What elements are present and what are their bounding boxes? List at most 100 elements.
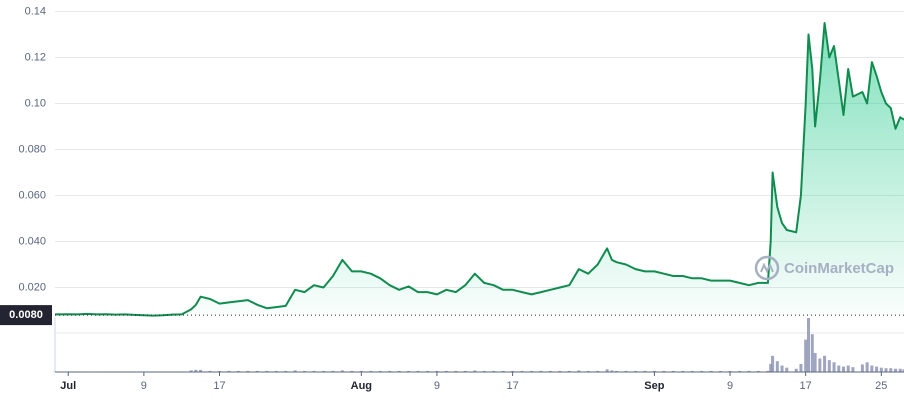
volume-bar	[662, 370, 666, 372]
x-tick-label: 25	[875, 380, 887, 392]
volume-bar	[378, 370, 382, 372]
watermark: CoinMarketCap	[784, 260, 894, 277]
volume-bar	[769, 363, 773, 372]
x-tick-label: 9	[727, 380, 733, 392]
x-tick-label: 9	[434, 380, 440, 392]
volume-bar	[875, 366, 879, 372]
reference-label: 0.0080	[9, 309, 43, 321]
reference-tag	[0, 305, 52, 326]
volume-bar	[827, 360, 831, 372]
volume-bar	[236, 370, 240, 372]
volume-bar	[775, 361, 779, 372]
volume-bar	[771, 355, 775, 372]
volume-bar	[586, 370, 590, 372]
volume-bar	[539, 370, 543, 372]
volume-bar	[851, 367, 855, 372]
volume-bar	[785, 367, 789, 372]
volume-bar	[274, 370, 278, 372]
volume-bar	[208, 370, 212, 372]
volume-bar	[879, 367, 883, 372]
volume-bar	[463, 370, 467, 372]
volume-bar	[416, 370, 420, 372]
volume-bar	[747, 370, 751, 372]
volume-bar	[312, 370, 316, 372]
x-tick-label: 17	[213, 380, 225, 392]
volume-bar	[369, 370, 373, 372]
volume-bar	[567, 370, 571, 372]
volume-bar	[728, 370, 732, 372]
volume-bar	[652, 370, 656, 372]
price-area	[55, 23, 904, 316]
volume-bar	[558, 370, 562, 372]
volume-bar	[737, 370, 741, 372]
volume-bar	[407, 370, 411, 372]
volume-bar	[810, 334, 814, 372]
volume-bar	[265, 370, 269, 372]
volume-bar	[709, 370, 713, 372]
volume-bar	[359, 370, 363, 372]
volume-bar	[719, 370, 723, 372]
volume-bar	[846, 365, 850, 372]
volume-bar	[388, 370, 392, 372]
y-tick-label: 0.020	[18, 281, 46, 293]
y-tick-label: 0.080	[18, 143, 46, 155]
volume-bar	[246, 370, 250, 372]
volume-bar	[671, 370, 675, 372]
volume-bar	[255, 370, 259, 372]
volume-bar	[194, 369, 198, 372]
volume-bar	[633, 370, 637, 372]
volume-bar	[766, 370, 770, 372]
volume-bar	[807, 318, 811, 372]
volume-bar	[860, 364, 864, 372]
volume-bar	[893, 368, 897, 372]
volume-bar	[501, 370, 505, 372]
volume-bar	[529, 370, 533, 372]
y-tick-label: 0.060	[18, 189, 46, 201]
volume-bar	[397, 370, 401, 372]
volume-bar	[794, 368, 798, 372]
y-tick-label: 0.14	[25, 5, 46, 17]
x-tick-label: 17	[506, 380, 518, 392]
volume-bar	[482, 370, 486, 372]
volume-bar	[520, 370, 524, 372]
volume-bar	[426, 370, 430, 372]
volume-bar	[870, 365, 874, 372]
volume-bar	[331, 370, 335, 372]
volume-bar	[615, 370, 619, 372]
volume-bar	[610, 370, 614, 372]
volume-bar	[548, 370, 552, 372]
y-tick-label: 0.10	[25, 97, 46, 109]
x-tick-label: 17	[800, 380, 812, 392]
volume-bar	[444, 370, 448, 372]
volume-bar	[643, 370, 647, 372]
volume-bar	[189, 370, 193, 372]
volume-bar	[681, 370, 685, 372]
y-tick-label: 0.12	[25, 51, 46, 63]
volume-bar	[199, 369, 203, 372]
volume-bar	[865, 362, 869, 372]
volume-bar	[511, 370, 515, 372]
watermark-logo	[754, 255, 780, 281]
volume-bar	[350, 370, 354, 372]
volume-bar	[841, 366, 845, 372]
volume-bar	[813, 353, 817, 372]
volume-bar	[889, 368, 893, 372]
volume-bar	[804, 339, 808, 372]
x-tick-label: 9	[141, 380, 147, 392]
volume-bar	[624, 370, 628, 372]
volume-bar	[218, 370, 222, 372]
volume-bar	[284, 370, 288, 372]
volume-bar	[435, 370, 439, 372]
volume-bar	[303, 370, 307, 372]
volume-bar	[823, 355, 827, 372]
volume-bar	[898, 368, 902, 372]
volume-bar	[473, 370, 477, 372]
volume-bar	[596, 370, 600, 372]
volume-bar	[322, 370, 326, 372]
watermark-logo-mark	[760, 262, 774, 274]
x-tick-label: Aug	[351, 380, 372, 392]
volume-bar	[700, 370, 704, 372]
volume-bar	[577, 370, 581, 372]
